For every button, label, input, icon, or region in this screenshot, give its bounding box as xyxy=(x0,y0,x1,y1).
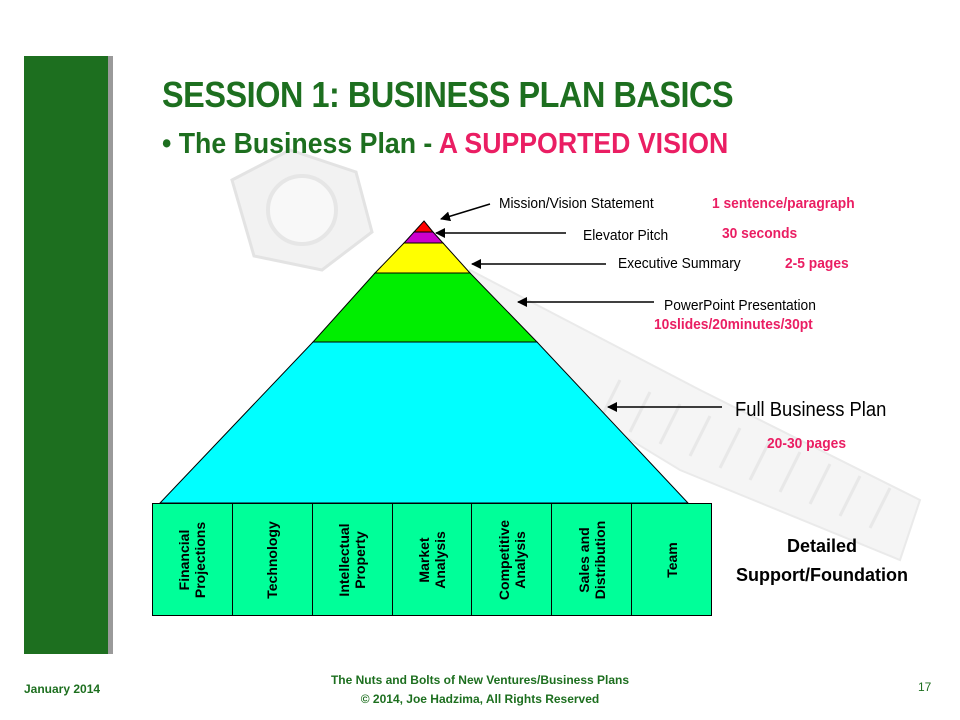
pyramid-layer-powerpoint xyxy=(311,272,539,343)
foundation-column: Competitive Analysis xyxy=(472,504,553,615)
foundation-column-label: Market Analysis xyxy=(416,530,448,589)
foundation-column-label: Technology xyxy=(264,520,281,599)
foundation-column: Market Analysis xyxy=(393,504,473,615)
slide-subtitle: • The Business Plan - A SUPPORTED VISION xyxy=(162,128,728,161)
foundation-column: Financial Projections xyxy=(153,504,233,615)
subtitle-main: The Business Plan - xyxy=(178,128,439,160)
level-value-full-plan: 20-30 pages xyxy=(767,435,847,452)
bullet: • xyxy=(162,128,172,160)
level-value-powerpoint: 10slides/20minutes/30pt xyxy=(654,316,813,333)
foundation-column-label: Sales and Distribution xyxy=(575,520,608,599)
slide-title: SESSION 1: BUSINESS PLAN BASICS xyxy=(162,74,734,115)
footer-copyright: The Nuts and Bolts of New Ventures/Busin… xyxy=(330,673,630,706)
foundation-label: Detailed Support/Foundation xyxy=(736,536,908,585)
foundation-block: Financial Projections Technology Intelle… xyxy=(152,503,712,616)
left-accent-bar xyxy=(24,56,108,654)
foundation-column-label: Intellectual Property xyxy=(336,522,369,597)
level-label-executive: Executive Summary xyxy=(618,255,741,272)
foundation-column-label: Financial Projections xyxy=(176,521,209,598)
foundation-column: Sales and Distribution xyxy=(552,504,633,615)
pyramid-layer-full-plan xyxy=(158,341,690,504)
level-label-full-plan: Full Business Plan xyxy=(735,399,887,421)
level-value-mission: 1 sentence/paragraph xyxy=(712,195,855,212)
footer-date: January 2014 xyxy=(24,682,101,696)
arrow-mission xyxy=(440,203,491,222)
foundation-column: Intellectual Property xyxy=(313,504,393,615)
level-label-elevator: Elevator Pitch xyxy=(583,227,669,244)
level-label-powerpoint: PowerPoint Presentation xyxy=(664,297,816,314)
pyramid-layer-mission xyxy=(412,220,435,233)
foundation-column: Team xyxy=(632,504,711,615)
level-value-executive: 2-5 pages xyxy=(785,255,849,272)
foundation-column: Technology xyxy=(233,504,313,615)
foundation-column-label: Competitive Analysis xyxy=(495,519,528,600)
pyramid-layer-executive-summary xyxy=(373,242,472,274)
subtitle-accent: A SUPPORTED VISION xyxy=(438,128,729,160)
level-label-mission: Mission/Vision Statement xyxy=(499,195,654,212)
page-number: 17 xyxy=(918,680,932,694)
foundation-column-label: Team xyxy=(663,541,680,578)
level-value-elevator: 30 seconds xyxy=(722,225,798,242)
